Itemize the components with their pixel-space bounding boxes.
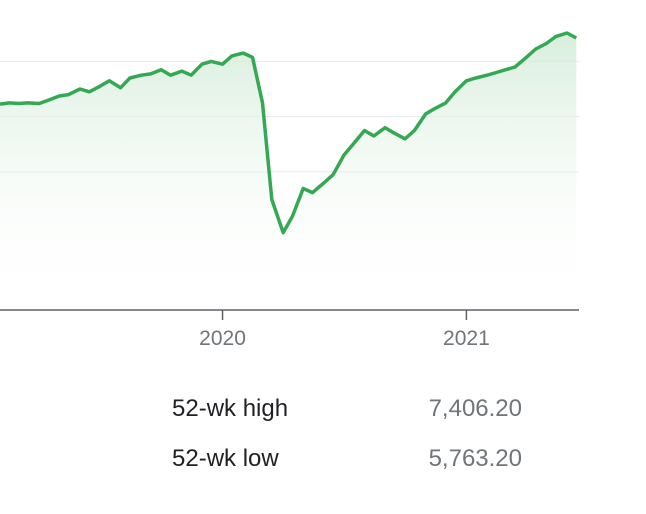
x-axis-ticks: 2020 2021 xyxy=(199,310,490,350)
x-tick-label: 2021 xyxy=(443,327,490,350)
price-chart: 2020 2021 xyxy=(0,31,579,350)
stat-row-52wk-high: 52-wk high 7,406.20 xyxy=(0,395,646,435)
x-tick-label: 2020 xyxy=(199,327,246,350)
stat-label-52wk-low: 52-wk low xyxy=(172,445,279,472)
price-area-fill xyxy=(0,33,577,310)
stat-value-52wk-low: 5,763.20 xyxy=(428,445,522,472)
stat-label-52wk-high: 52-wk high xyxy=(172,395,289,422)
price-line xyxy=(0,31,578,235)
stat-row-52wk-low: 52-wk low 5,763.20 xyxy=(0,445,646,485)
stat-value-52wk-high: 7,406.20 xyxy=(428,395,522,422)
